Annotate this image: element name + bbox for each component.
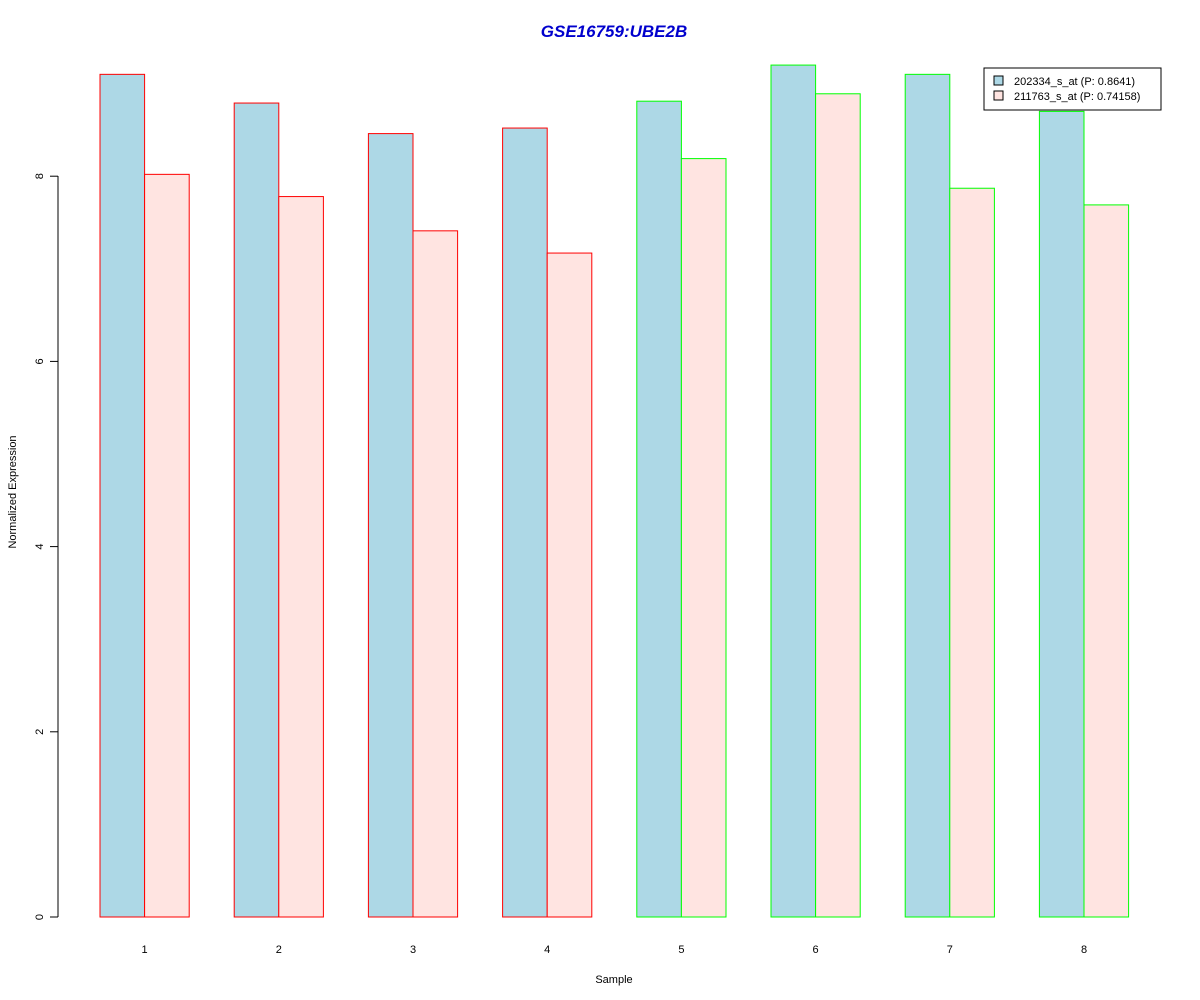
- bar-sample-4-series-2: [546, 252, 593, 918]
- bar-sample-8-series-1: [1038, 110, 1085, 918]
- y-tick-label: 4: [34, 544, 46, 550]
- bar-sample-7-series-2: [949, 187, 995, 918]
- x-tick-label: 3: [410, 944, 416, 956]
- chart-title: GSE16759:UBE2B: [541, 22, 687, 41]
- bar-sample-4-series-1: [502, 127, 548, 918]
- legend-label: 211763_s_at (P: 0.74158): [1014, 91, 1140, 103]
- bar-sample-2-series-1: [233, 102, 280, 918]
- y-axis-label: Normalized Expression: [7, 435, 19, 548]
- x-axis-label: Sample: [595, 974, 632, 986]
- bar-sample-5-series-1: [636, 100, 682, 918]
- y-axis: 0 2 4 6 8: [34, 173, 59, 920]
- x-tick-label: 7: [947, 944, 953, 956]
- legend-swatch: [993, 75, 1004, 86]
- legend-swatch: [993, 90, 1004, 101]
- y-tick-label: 8: [34, 173, 46, 179]
- x-tick-label: 4: [544, 944, 550, 956]
- bars: [99, 64, 1130, 918]
- bar-sample-8-series-2: [1083, 204, 1130, 918]
- bar-sample-3-series-1: [367, 133, 414, 918]
- bar-sample-6-series-1: [770, 64, 817, 918]
- bar-sample-3-series-2: [412, 230, 459, 918]
- bar-sample-7-series-1: [904, 73, 951, 918]
- bar-sample-2-series-2: [278, 196, 324, 918]
- y-tick-label: 0: [34, 914, 46, 920]
- bar-sample-1-series-1: [99, 73, 146, 918]
- x-tick-label: 6: [813, 944, 819, 956]
- bar-sample-5-series-2: [680, 158, 727, 918]
- legend-box: [983, 67, 1162, 111]
- x-tick-label: 8: [1081, 944, 1087, 956]
- x-tick-labels: 1 2 3 4 5 6 7 8: [142, 944, 1088, 956]
- x-tick-label: 1: [142, 944, 148, 956]
- bar-sample-6-series-2: [815, 93, 861, 918]
- x-tick-label: 2: [276, 944, 282, 956]
- y-tick-label: 6: [34, 358, 46, 364]
- y-tick-label: 2: [34, 729, 46, 735]
- bar-sample-1-series-2: [144, 173, 190, 918]
- legend-label: 202334_s_at (P: 0.8641): [1014, 76, 1135, 88]
- legend: 202334_s_at (P: 0.8641) 211763_s_at (P: 0…: [983, 67, 1162, 111]
- x-tick-label: 5: [678, 944, 684, 956]
